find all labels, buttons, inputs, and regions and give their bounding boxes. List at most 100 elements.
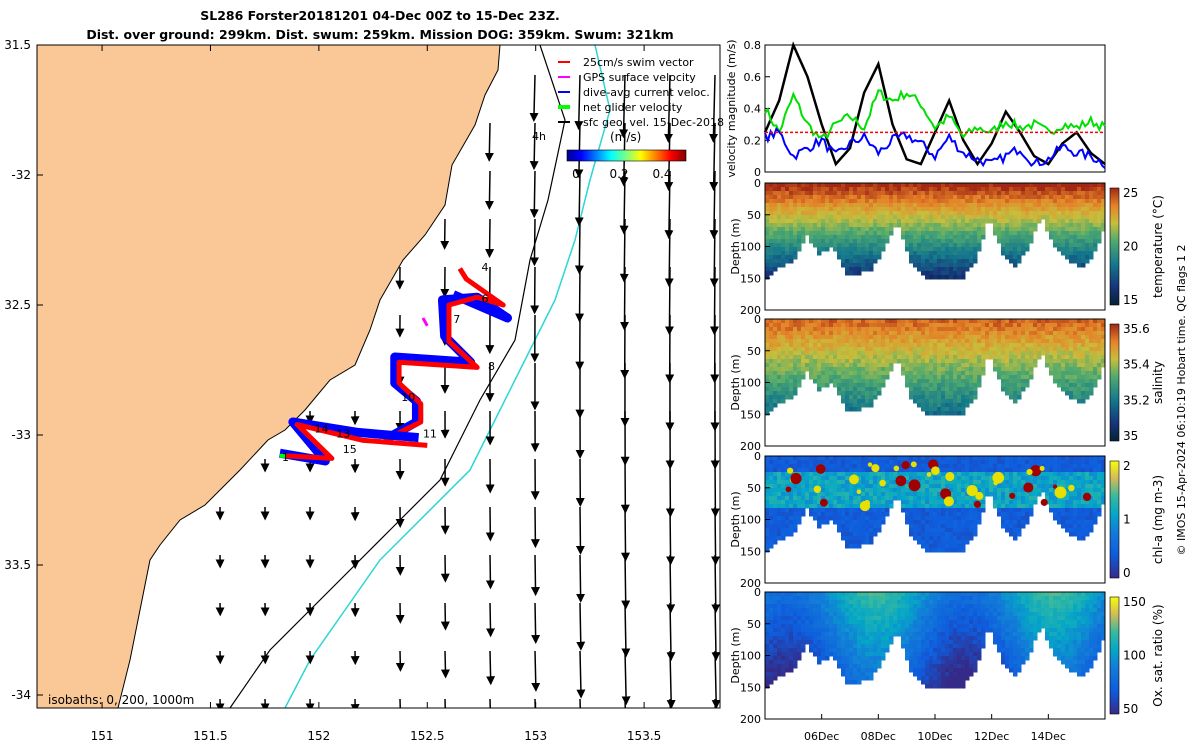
temperature-cell: [977, 227, 982, 232]
temperature-cell: [953, 199, 958, 204]
temperature-cell: [909, 243, 914, 248]
temperature-cell: [1045, 195, 1050, 200]
chl-a-cell: [933, 488, 938, 493]
temperature-cell: [953, 183, 958, 188]
salinity-cell: [1017, 355, 1022, 360]
temperature-cell: [785, 219, 790, 224]
salinity-cell: [1101, 335, 1106, 340]
temperature-cell: [913, 219, 918, 224]
salinity-cell: [865, 383, 870, 388]
temperature-cell: [789, 231, 794, 236]
salinity-cell: [965, 391, 970, 396]
salinity-cell: [973, 347, 978, 352]
chl-a-cell: [965, 500, 970, 505]
chl-a-cell: [921, 500, 926, 505]
salinity-cell: [1073, 391, 1078, 396]
chl-a-cell: [1061, 472, 1066, 477]
chl-a-cell: [1085, 484, 1090, 489]
chl-a-cell: [865, 492, 870, 497]
chl-a-cell: [773, 524, 778, 529]
salinity-cell: [873, 383, 878, 388]
temperature-cell: [765, 255, 770, 260]
salinity-colorbar-tick: 35.2: [1123, 393, 1150, 407]
chl-a-cell: [1093, 484, 1098, 489]
salinity-cell: [937, 411, 942, 416]
chl-a-cell: [901, 504, 906, 509]
temperature-cell: [953, 231, 958, 236]
chl-a-cell: [997, 512, 1002, 517]
chl-a-cell: [1001, 484, 1006, 489]
temperature-cell: [921, 195, 926, 200]
chl-a-cell: [793, 520, 798, 525]
chl-a-cell: [929, 536, 934, 541]
salinity-cell: [769, 367, 774, 372]
salinity-cell: [845, 319, 850, 324]
chl-a-cell: [833, 460, 838, 465]
salinity-cell: [1093, 351, 1098, 356]
temperature-cell: [965, 203, 970, 208]
temperature-cell: [929, 223, 934, 228]
chl-a-cell: [933, 528, 938, 533]
chl-a-cell: [1069, 460, 1074, 465]
temperature-cell: [773, 195, 778, 200]
chl-a-cell: [925, 532, 930, 537]
salinity-cell: [1025, 331, 1030, 336]
chl-a-cell: [921, 508, 926, 513]
temperature-cell: [881, 187, 886, 192]
chl-a-cell: [909, 468, 914, 473]
chl-a-cell: [837, 500, 842, 505]
chl-a-cell: [833, 500, 838, 505]
salinity-cell: [1001, 379, 1006, 384]
salinity-cell: [865, 375, 870, 380]
temperature-cell: [1089, 195, 1094, 200]
salinity-cell: [1061, 339, 1066, 344]
salinity-cell: [981, 359, 986, 364]
chl-a-cell: [1013, 536, 1018, 541]
salinity-cell: [773, 347, 778, 352]
temperature-cell: [973, 231, 978, 236]
temperature-cell: [881, 211, 886, 216]
salinity-cell: [765, 403, 770, 408]
temperature-cell: [845, 187, 850, 192]
temperature-cell: [961, 207, 966, 212]
chl-a-cell: [1065, 524, 1070, 529]
salinity-cell: [1089, 387, 1094, 392]
salinity-cell: [853, 379, 858, 384]
salinity-cell: [985, 323, 990, 328]
temperature-cell: [1053, 191, 1058, 196]
salinity-cell: [821, 375, 826, 380]
salinity-cell: [845, 391, 850, 396]
salinity-cell: [1045, 331, 1050, 336]
temperature-cell: [857, 267, 862, 272]
temperature-cell: [765, 239, 770, 244]
salinity-cell: [949, 335, 954, 340]
salinity-cell: [957, 367, 962, 372]
salinity-cell: [817, 387, 822, 392]
salinity-cell: [769, 391, 774, 396]
temperature-cell: [929, 199, 934, 204]
chl-a-cell: [825, 512, 830, 517]
salinity-cell: [1077, 331, 1082, 336]
temperature-cell: [865, 195, 870, 200]
chl-a-cell: [889, 464, 894, 469]
chl-a-cell: [805, 484, 810, 489]
salinity-cell: [977, 323, 982, 328]
salinity-cell: [993, 319, 998, 324]
chl-a-cell: [769, 464, 774, 469]
chl-a-cell: [957, 464, 962, 469]
chl-a-cell: [1065, 472, 1070, 477]
current-vector: [666, 554, 676, 614]
chl-a-cell: [813, 512, 818, 517]
chl-a-cell: [945, 456, 950, 461]
chl-a-cell: [889, 492, 894, 497]
salinity-colorbar-tick: 35.4: [1123, 358, 1150, 372]
temperature-cell: [1085, 191, 1090, 196]
chl-a-cell: [813, 492, 818, 497]
temperature-cell: [905, 243, 910, 248]
temperature-cell: [881, 219, 886, 224]
salinity-cell: [1021, 363, 1026, 368]
temperature-cell: [793, 195, 798, 200]
salinity-cell: [909, 347, 914, 352]
chl-a-cell: [785, 484, 790, 489]
chl-a-cell: [977, 516, 982, 521]
